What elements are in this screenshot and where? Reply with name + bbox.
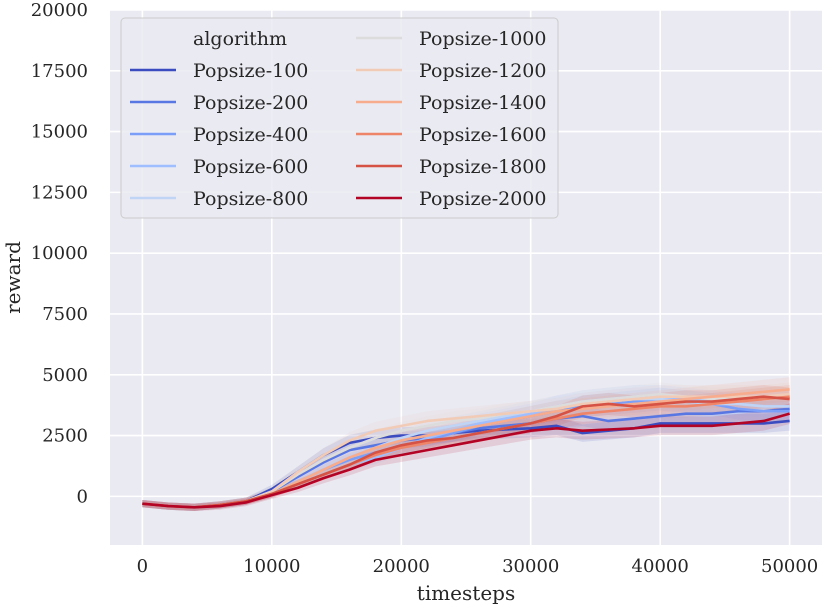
x-tick-label: 10000 <box>243 556 300 577</box>
series-lines <box>142 388 790 509</box>
confidence-band-popsize-200 <box>142 398 790 511</box>
y-tick-label: 12500 <box>31 182 88 203</box>
y-tick-labels: 0 2500 5000 7500 10000 12500 15000 17500 20000 <box>31 0 88 507</box>
y-tick-label: 7500 <box>42 304 88 325</box>
y-tick-label: 20000 <box>31 0 88 21</box>
y-tick-label: 10000 <box>31 243 88 264</box>
confidence-band-popsize-100 <box>142 411 790 511</box>
legend-label: Popsize-200 <box>193 92 308 114</box>
y-tick-label: 17500 <box>31 61 88 82</box>
y-tick-label: 15000 <box>31 122 88 143</box>
legend-label: Popsize-2000 <box>419 188 546 210</box>
legend-label: Popsize-600 <box>193 156 308 178</box>
y-tick-label: 0 <box>77 486 88 507</box>
legend-box <box>120 17 559 219</box>
legend-label: Popsize-1800 <box>419 156 546 178</box>
legend-label: Popsize-800 <box>193 188 308 210</box>
x-tick-label: 30000 <box>502 556 559 577</box>
x-tick-label: 0 <box>137 556 148 577</box>
x-tick-label: 50000 <box>761 556 818 577</box>
legend: algorithm Popsize-100 Popsize-200 Popsize-… <box>120 17 559 219</box>
legend-label: Popsize-1400 <box>419 92 546 114</box>
legend-label: Popsize-100 <box>193 60 308 82</box>
y-tick-label: 2500 <box>42 426 88 447</box>
legend-label: Popsize-1600 <box>419 124 546 146</box>
x-tick-label: 20000 <box>373 556 430 577</box>
legend-title: algorithm <box>193 28 287 50</box>
legend-label: Popsize-400 <box>193 124 308 146</box>
x-axis-title: timesteps <box>417 581 515 605</box>
legend-label: Popsize-1200 <box>419 60 546 82</box>
y-axis-title: reward <box>1 241 25 314</box>
x-tick-label: 40000 <box>632 556 689 577</box>
series-line-popsize-2000 <box>142 412 790 509</box>
y-tick-label: 5000 <box>42 365 88 386</box>
x-tick-labels: 0 10000 20000 30000 40000 50000 <box>137 556 819 577</box>
legend-label: Popsize-1000 <box>419 28 546 50</box>
